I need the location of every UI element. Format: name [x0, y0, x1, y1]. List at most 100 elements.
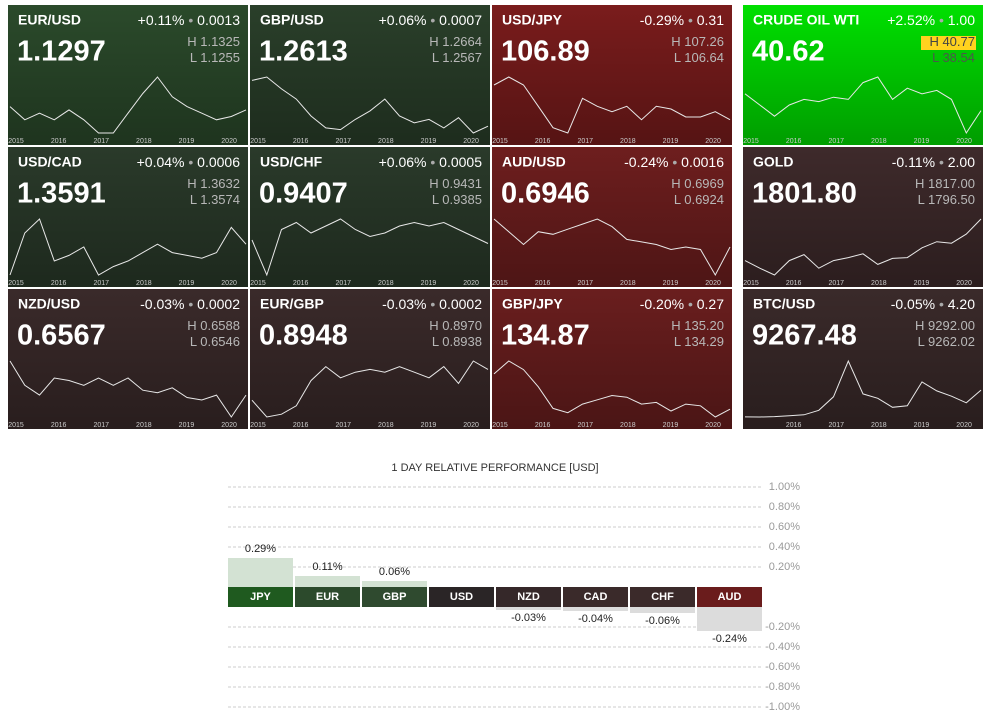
year-label: 2015: [743, 138, 759, 145]
l-label: L: [190, 334, 197, 349]
tile-shade: [743, 147, 983, 287]
year-label: 2020: [463, 138, 479, 145]
tile-shade: [8, 5, 248, 145]
year-label: 2017: [93, 280, 109, 287]
tile-high: H 1817.00: [915, 176, 975, 191]
tile-price: 0.6946: [501, 178, 590, 210]
year-label: 2015: [8, 138, 24, 145]
y-tick-label: -1.00%: [765, 701, 800, 713]
tile-change: -0.05% • 4.20: [891, 296, 976, 312]
tile-change: +2.52% • 1.00: [887, 12, 975, 28]
tile-name: CRUDE OIL WTI: [753, 12, 859, 28]
change-pct: +0.06%: [379, 12, 427, 28]
h-label: H: [671, 176, 680, 191]
l-value: 1.3574: [200, 192, 240, 207]
year-label: 2016: [293, 138, 309, 145]
separator: •: [935, 12, 948, 28]
tile-change: -0.20% • 0.27: [640, 296, 725, 312]
bar: [496, 607, 561, 610]
tile-name: GBP/JPY: [502, 296, 563, 312]
year-label: 2018: [620, 422, 636, 429]
bar: [630, 607, 695, 613]
tile-price: 134.87: [501, 320, 590, 352]
tile-price: 0.6567: [17, 320, 106, 352]
tile-name: AUD/USD: [502, 154, 566, 170]
l-label: L: [432, 192, 439, 207]
year-label: 2019: [663, 422, 679, 429]
tile-high: H 1.2664: [429, 34, 482, 49]
tile-shade: [743, 5, 983, 145]
sparkline: [9, 218, 247, 276]
year-label: 2017: [828, 422, 844, 429]
year-label: 2017: [335, 280, 351, 287]
tile-change: -0.29% • 0.31: [640, 12, 725, 28]
change-pct: +0.06%: [379, 154, 427, 170]
year-label: 2017: [828, 280, 844, 287]
category-box: [429, 587, 494, 607]
tile-high: H 1.3632: [187, 176, 240, 191]
tile-shade: [8, 147, 248, 287]
l-label: L: [432, 50, 439, 65]
category-box: [362, 587, 427, 607]
h-value: 0.6969: [684, 176, 724, 191]
tile-high: H 9292.00: [915, 318, 975, 333]
year-label: 2015: [8, 280, 24, 287]
value-label: 0.11%: [312, 561, 343, 573]
separator: •: [935, 154, 948, 170]
l-value: 9262.02: [928, 334, 975, 349]
tile-name: USD/CHF: [260, 154, 323, 170]
l-value: 0.9385: [442, 192, 482, 207]
category-box: [295, 587, 360, 607]
year-label: 2017: [577, 422, 593, 429]
h-label: H: [429, 318, 438, 333]
year-label: 2016: [786, 138, 802, 145]
h-label: H: [429, 176, 438, 191]
tile-shade: [8, 289, 248, 429]
tile-name: USD/CAD: [18, 154, 82, 170]
y-tick-label: 0.40%: [769, 541, 800, 553]
l-value: 106.64: [684, 50, 724, 65]
change-pct: -0.03%: [140, 296, 184, 312]
tile-low: L 0.9385: [432, 192, 482, 207]
year-label: 2019: [421, 138, 437, 145]
tile-name: GBP/USD: [260, 12, 324, 28]
h-value: 9292.00: [928, 318, 975, 333]
tile-name: BTC/USD: [753, 296, 815, 312]
tile-high: H 0.6969: [671, 176, 724, 191]
h-value: 1.1325: [200, 34, 240, 49]
l-value: 1.2567: [442, 50, 482, 65]
y-tick-label: -0.20%: [765, 621, 800, 633]
l-label: L: [432, 334, 439, 349]
change-pct: -0.03%: [382, 296, 426, 312]
category-label: EUR: [316, 591, 339, 603]
year-label: 2019: [914, 138, 930, 145]
sparkline: [251, 218, 489, 277]
separator: •: [935, 296, 948, 312]
h-label: H: [915, 318, 924, 333]
h-label: H: [671, 318, 680, 333]
tile-shade: [492, 147, 732, 287]
tile-low: L 0.8938: [432, 334, 482, 349]
tile-name: EUR/GBP: [260, 296, 324, 312]
tile-price: 1.2613: [259, 36, 348, 68]
year-label: 2020: [221, 138, 237, 145]
l-label: L: [918, 192, 925, 207]
category-label: AUD: [718, 591, 742, 603]
year-label: 2016: [51, 138, 67, 145]
bar: [295, 576, 360, 587]
change-pct: +0.11%: [138, 12, 185, 28]
year-label: 2020: [705, 138, 721, 145]
l-label: L: [932, 50, 939, 65]
separator: •: [426, 154, 439, 170]
tile-low: L 1796.50: [918, 192, 975, 207]
tile-low: L 0.6546: [190, 334, 240, 349]
sparkline: [493, 360, 731, 418]
year-label: 2017: [335, 138, 351, 145]
change-amount: 0.27: [697, 296, 724, 312]
tile-low: L 134.29: [674, 334, 724, 349]
category-box: [228, 587, 293, 607]
sparkline: [251, 76, 489, 134]
year-label: 2017: [577, 138, 593, 145]
change-pct: -0.20%: [640, 296, 684, 312]
